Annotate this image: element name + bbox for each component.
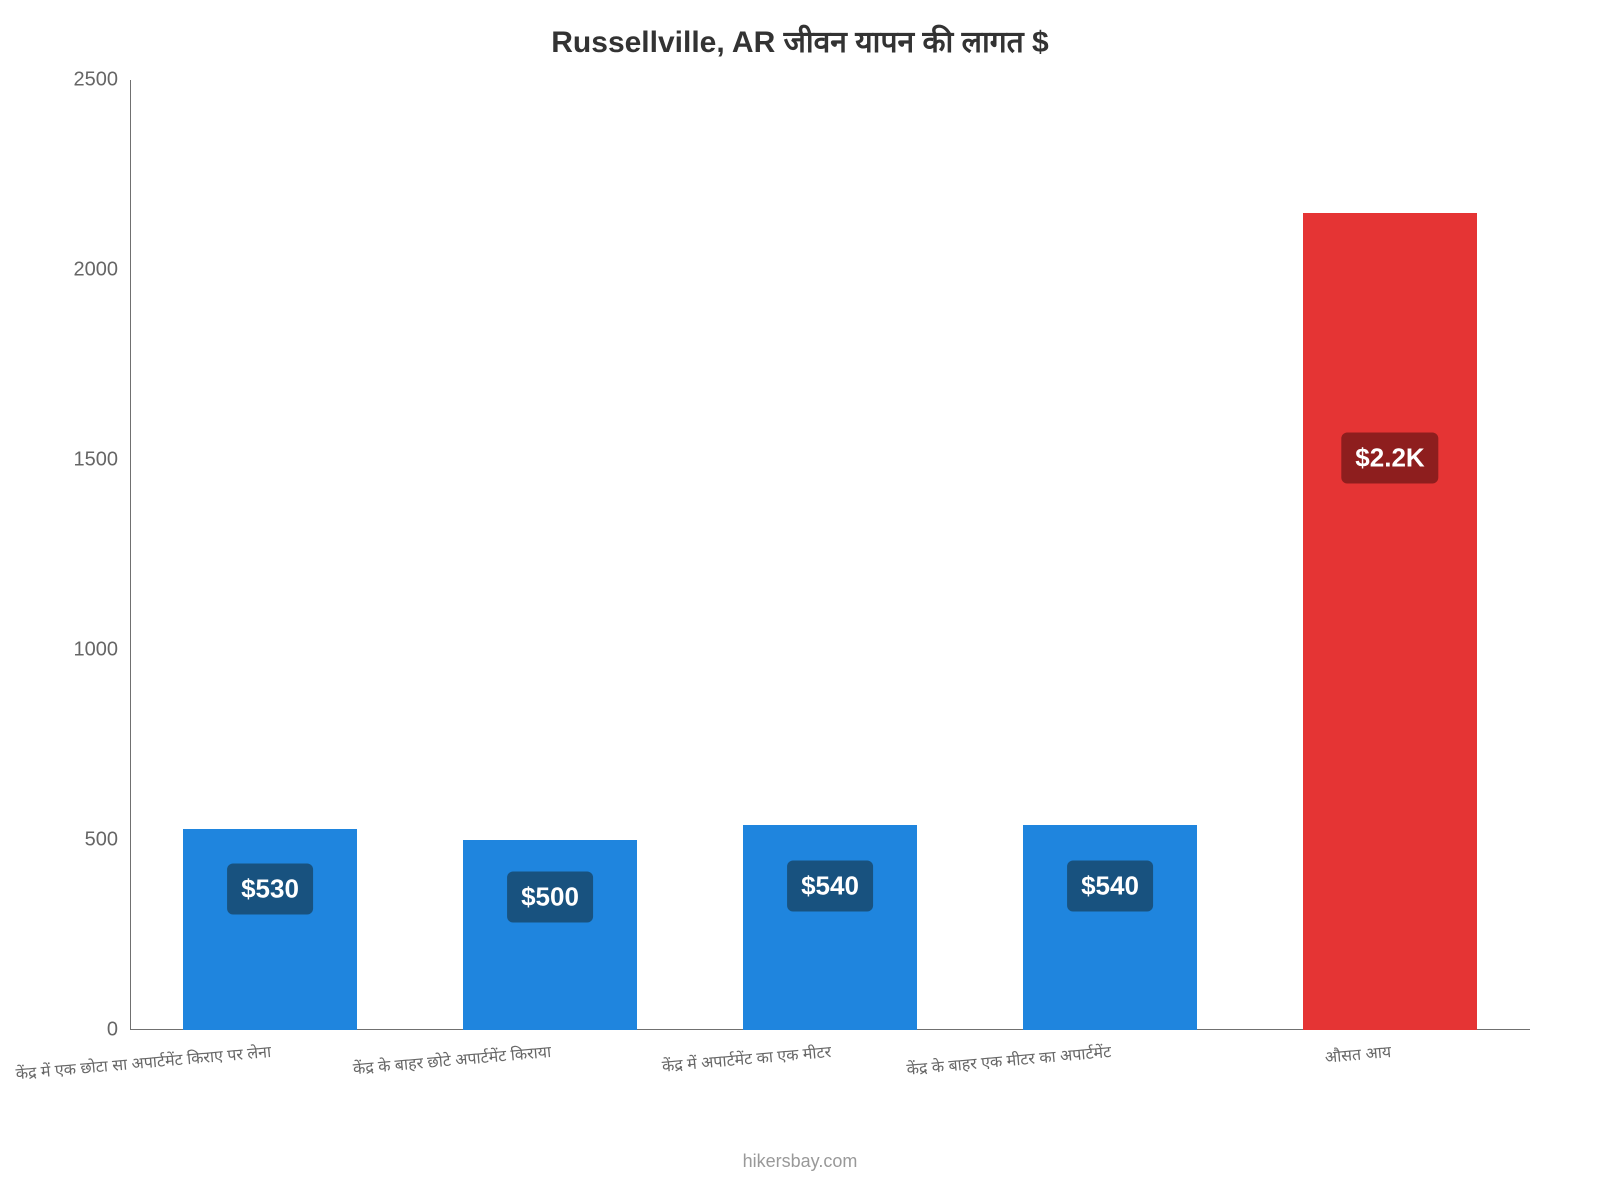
plot-area: 05001000150020002500$530केंद्र में एक छो… — [130, 80, 1530, 1030]
bar-value-label: $540 — [787, 861, 873, 912]
y-tick-label: 2000 — [74, 259, 131, 282]
bar — [743, 825, 917, 1030]
x-tick-label: केंद्र के बाहर छोटे अपार्टमेंट किराया — [352, 1040, 552, 1079]
chart-title: Russellville, AR जीवन यापन की लागत $ — [0, 20, 1600, 61]
x-tick-label: केंद्र में एक छोटा सा अपार्टमेंट किराए प… — [15, 1040, 272, 1084]
y-tick-label: 1500 — [74, 449, 131, 472]
bar — [463, 840, 637, 1030]
bar — [183, 829, 357, 1030]
x-tick-label: केंद्र में अपार्टमेंट का एक मीटर — [661, 1040, 832, 1077]
bar-value-label: $530 — [227, 864, 313, 915]
bar-value-label: $2.2K — [1341, 433, 1438, 484]
bar — [1023, 825, 1197, 1030]
y-tick-label: 0 — [107, 1019, 130, 1042]
bar — [1303, 213, 1477, 1030]
y-axis-line — [130, 80, 131, 1030]
x-tick-label: औसत आय — [1324, 1040, 1392, 1068]
bar-value-label: $540 — [1067, 861, 1153, 912]
y-tick-label: 500 — [85, 829, 130, 852]
x-tick-label: केंद्र के बाहर एक मीटर का अपार्टमेंट — [906, 1040, 1112, 1080]
y-tick-label: 2500 — [74, 69, 131, 92]
bar-value-label: $500 — [507, 872, 593, 923]
chart-container: Russellville, AR जीवन यापन की लागत $ 050… — [0, 0, 1600, 1200]
attribution-text: hikersbay.com — [0, 1151, 1600, 1172]
y-tick-label: 1000 — [74, 639, 131, 662]
